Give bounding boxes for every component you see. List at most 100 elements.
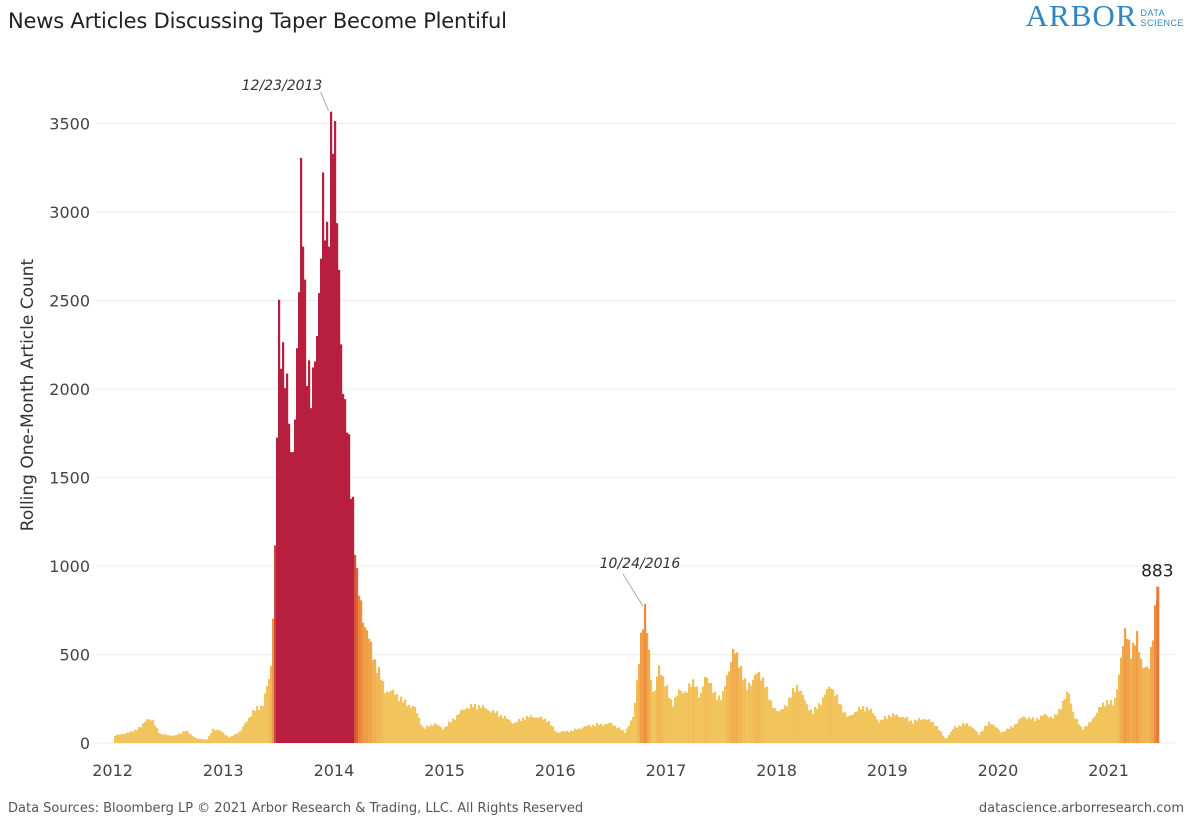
bar bbox=[548, 721, 551, 743]
bar bbox=[362, 622, 365, 743]
bar bbox=[1012, 727, 1015, 743]
bar bbox=[140, 727, 143, 743]
bar bbox=[1000, 732, 1003, 743]
bar bbox=[250, 716, 253, 743]
bar bbox=[660, 675, 663, 743]
bar bbox=[536, 717, 539, 743]
bar bbox=[1042, 715, 1045, 743]
bar bbox=[692, 679, 695, 743]
bar bbox=[398, 701, 401, 743]
bar bbox=[240, 730, 243, 743]
bar bbox=[790, 697, 793, 743]
bar bbox=[396, 694, 399, 743]
bar bbox=[540, 716, 543, 743]
bar bbox=[286, 373, 289, 743]
bar bbox=[230, 736, 233, 743]
bar bbox=[980, 731, 983, 743]
bar bbox=[630, 720, 633, 743]
bar bbox=[1124, 628, 1127, 743]
bar bbox=[182, 731, 185, 743]
bar bbox=[850, 715, 853, 743]
bar bbox=[408, 704, 411, 743]
bar bbox=[828, 686, 831, 743]
bar bbox=[290, 452, 293, 743]
bar bbox=[432, 725, 435, 743]
bar bbox=[170, 735, 173, 743]
bar bbox=[740, 665, 743, 743]
bar bbox=[1048, 717, 1051, 743]
bar bbox=[342, 393, 345, 743]
bar bbox=[228, 737, 231, 743]
bar bbox=[162, 734, 165, 743]
bar bbox=[238, 731, 241, 743]
footer-url[interactable]: datascience.arborresearch.com bbox=[978, 801, 1184, 816]
bar bbox=[320, 258, 323, 743]
bar bbox=[1084, 726, 1087, 743]
bar bbox=[430, 724, 433, 743]
bar bbox=[452, 718, 455, 743]
bar bbox=[832, 689, 835, 743]
bar bbox=[604, 724, 607, 743]
bar bbox=[1094, 716, 1097, 743]
bar bbox=[376, 673, 379, 743]
bar bbox=[642, 629, 645, 743]
bar bbox=[848, 716, 851, 743]
bar bbox=[426, 725, 429, 743]
bar bbox=[770, 700, 773, 743]
bar bbox=[374, 659, 377, 743]
bar bbox=[680, 690, 683, 743]
bar bbox=[616, 728, 619, 743]
bar bbox=[516, 721, 519, 743]
bar bbox=[244, 723, 247, 743]
y-ticks: 0 500 1000 1500 2000 2500 3000 3500 bbox=[49, 114, 90, 753]
bar bbox=[410, 707, 413, 743]
bar bbox=[1002, 731, 1005, 743]
bar bbox=[992, 724, 995, 743]
bar bbox=[1036, 718, 1039, 743]
bar bbox=[200, 738, 203, 743]
bar bbox=[682, 693, 685, 743]
bar bbox=[964, 724, 967, 743]
bar bbox=[1138, 652, 1141, 743]
bar bbox=[1100, 706, 1103, 743]
bar bbox=[196, 738, 199, 743]
bar bbox=[1090, 721, 1093, 743]
bar bbox=[1072, 711, 1075, 743]
bar bbox=[1104, 706, 1107, 743]
bar bbox=[556, 732, 559, 743]
chart-title: News Articles Discussing Taper Become Pl… bbox=[8, 9, 507, 33]
bar bbox=[496, 711, 499, 743]
bar bbox=[1110, 699, 1113, 743]
bar bbox=[720, 700, 723, 743]
bar bbox=[168, 735, 171, 743]
bar bbox=[122, 734, 125, 743]
bar bbox=[1122, 646, 1125, 743]
bar bbox=[880, 719, 883, 743]
bar bbox=[650, 679, 653, 743]
bar bbox=[588, 724, 591, 743]
bar bbox=[1018, 719, 1021, 743]
bar bbox=[662, 676, 665, 743]
bar bbox=[366, 630, 369, 743]
x-tick-label: 2018 bbox=[756, 761, 797, 780]
bar bbox=[716, 700, 719, 743]
bar bbox=[746, 689, 749, 743]
bar bbox=[712, 692, 715, 743]
bar bbox=[356, 568, 359, 743]
bar bbox=[428, 726, 431, 743]
bar bbox=[742, 680, 745, 743]
bar bbox=[752, 679, 755, 743]
logo-wordmark: ARBOR bbox=[1025, 0, 1138, 33]
bar bbox=[444, 727, 447, 743]
bar bbox=[920, 719, 923, 743]
bar bbox=[936, 726, 939, 743]
bar bbox=[298, 292, 301, 743]
bar bbox=[382, 681, 385, 743]
bar bbox=[220, 731, 223, 743]
bar bbox=[1054, 714, 1057, 743]
bar bbox=[1066, 691, 1069, 743]
bar bbox=[282, 342, 285, 743]
bar bbox=[124, 733, 127, 743]
bar bbox=[1008, 728, 1011, 743]
bar bbox=[948, 735, 951, 743]
